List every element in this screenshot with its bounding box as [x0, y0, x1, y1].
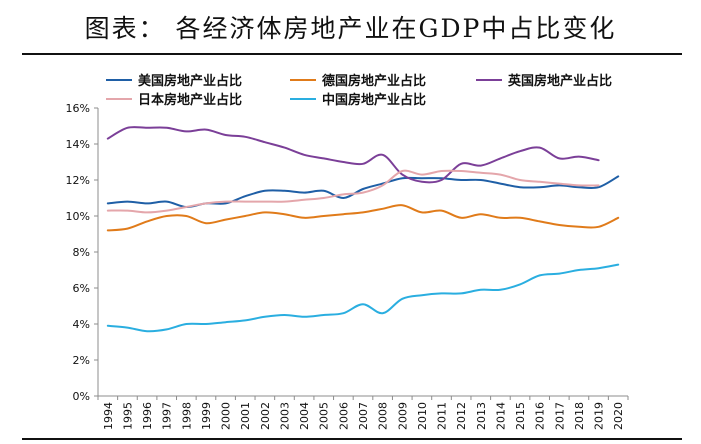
x-tick-label: 2015 — [514, 402, 527, 430]
x-tick-label: 2018 — [573, 402, 586, 430]
y-tick-label: 16% — [66, 102, 90, 115]
x-tick-label: 2013 — [475, 402, 488, 430]
x-tick-label: 1998 — [180, 402, 193, 430]
x-tick-label: 2005 — [318, 402, 331, 430]
x-tick-label: 2016 — [534, 402, 547, 430]
y-tick-label: 4% — [73, 318, 90, 331]
legend-label-0: 美国房地产业占比 — [138, 73, 242, 89]
x-tick-label: 2011 — [436, 402, 449, 430]
x-tick-label: 2017 — [553, 402, 566, 430]
series-line-2 — [106, 126, 600, 184]
y-tick-label: 14% — [66, 138, 90, 151]
x-tick-label: 2008 — [377, 402, 390, 430]
x-tick-label: 2001 — [239, 402, 252, 430]
x-tick-label: 2003 — [278, 402, 291, 430]
x-tick-label: 2002 — [259, 402, 272, 430]
y-tick-label: 10% — [66, 210, 90, 223]
y-tick-label: 8% — [73, 246, 90, 259]
legend-label-2: 英国房地产业占比 — [507, 73, 612, 89]
x-tick-label: 2000 — [220, 402, 233, 430]
x-tick-label: 2007 — [357, 402, 370, 430]
x-tick-label: 2020 — [612, 402, 625, 430]
x-tick-label: 2009 — [396, 402, 409, 430]
x-tick-label: 2014 — [494, 402, 507, 430]
legend-label-3: 日本房地产业占比 — [138, 92, 242, 108]
x-tick-label: 1994 — [102, 402, 115, 430]
y-tick-label: 6% — [73, 282, 90, 295]
bottom-rule — [22, 438, 682, 440]
y-tick-label: 12% — [66, 174, 90, 187]
x-tick-label: 2012 — [455, 402, 468, 430]
x-tick-label: 1997 — [161, 402, 174, 430]
series-line-3 — [106, 169, 600, 214]
legend-label-4: 中国房地产业占比 — [322, 92, 426, 108]
x-tick-label: 2006 — [337, 402, 350, 430]
y-tick-label: 2% — [73, 354, 90, 367]
legend-label-1: 德国房地产业占比 — [322, 73, 426, 89]
y-tick-label: 0% — [73, 390, 90, 403]
chart-title: 图表： 各经济体房地产业在GDP中占比变化 — [84, 14, 617, 43]
series-line-1 — [106, 204, 620, 232]
x-tick-label: 2004 — [298, 402, 311, 430]
title-rule — [22, 53, 682, 55]
series-line-4 — [106, 263, 620, 333]
x-tick-label: 1996 — [141, 402, 154, 430]
x-tick-label: 2019 — [593, 402, 606, 430]
x-tick-label: 1999 — [200, 402, 213, 430]
x-tick-label: 2010 — [416, 402, 429, 430]
x-tick-label: 1995 — [121, 402, 134, 430]
